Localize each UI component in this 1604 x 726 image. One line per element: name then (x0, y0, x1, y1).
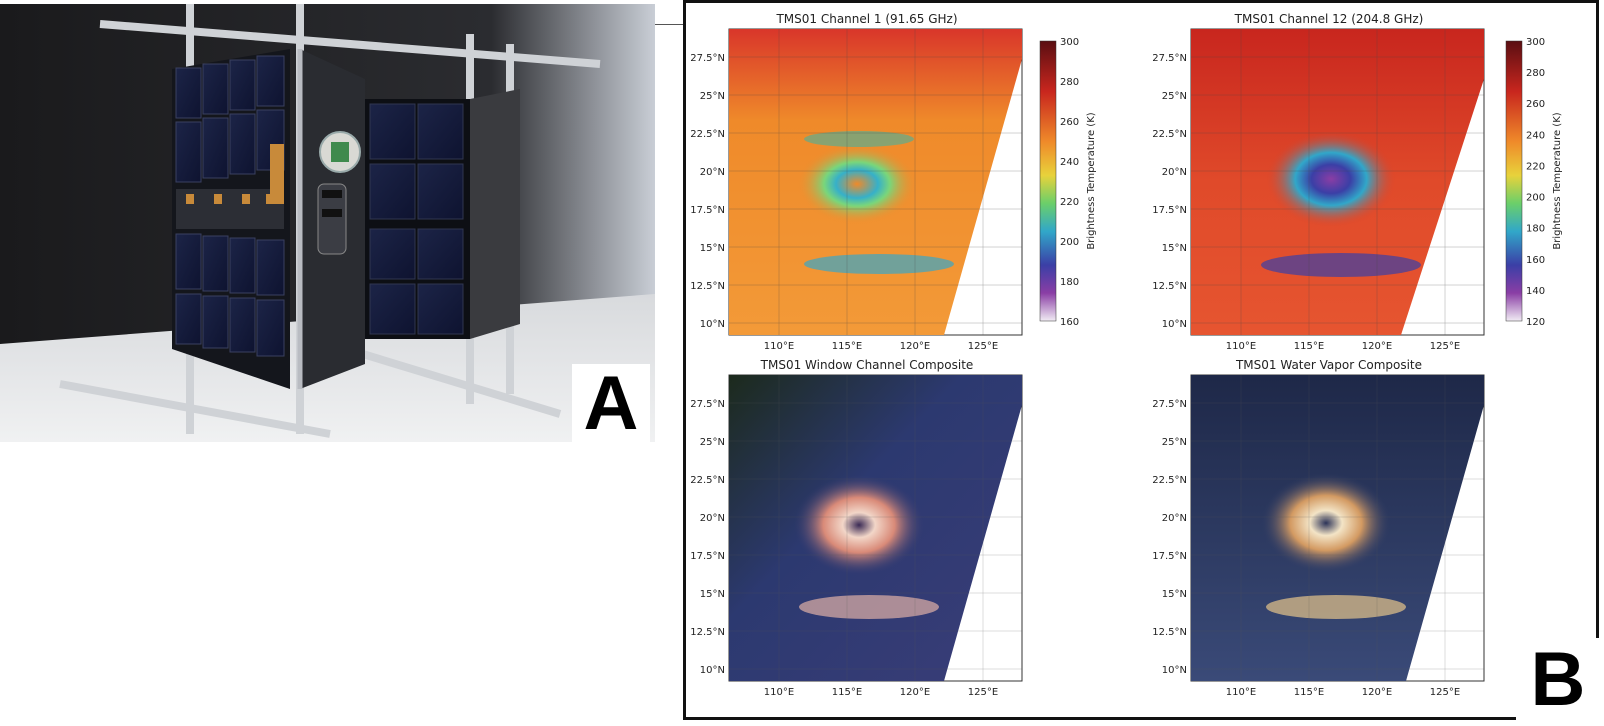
lat-tick-label: 20°N (700, 167, 725, 178)
colorbar-tick-label: 300 (1060, 37, 1079, 48)
map-panel-channel1: TMS01 Channel 1 (91.65 GHz) (728, 12, 1057, 336)
colorbar-tick-label: 120 (1526, 317, 1545, 328)
satellite-photo (0, 4, 655, 442)
colorbar-tick-label: 280 (1526, 68, 1545, 79)
lat-tick-label: 15°N (1162, 589, 1187, 600)
colorbar-tick-label: 180 (1060, 277, 1079, 288)
lat-tick-label: 10°N (1162, 665, 1187, 676)
lat-tick-label: 22.5°N (1152, 475, 1187, 486)
lat-tick-label: 15°N (1162, 243, 1187, 254)
lat-tick-label: 20°N (700, 513, 725, 524)
lon-tick-label: 110°E (764, 341, 794, 352)
lon-tick-label: 125°E (968, 341, 998, 352)
colorbar-label: Brightness Temperature (K) (1552, 112, 1563, 249)
lon-tick-label: 125°E (968, 687, 998, 698)
lat-tick-label: 12.5°N (1152, 627, 1187, 638)
colorbar-tick-label: 160 (1060, 317, 1079, 328)
panel-title: TMS01 Water Vapor Composite (1235, 358, 1422, 372)
map-panel-window-composite: TMS01 Window Channel Composite (728, 358, 1023, 682)
lat-tick-label: 15°N (700, 243, 725, 254)
lat-tick-label: 27.5°N (1152, 53, 1187, 64)
colorbar-tick-label: 220 (1060, 197, 1079, 208)
lat-tick-label: 10°N (700, 319, 725, 330)
lon-tick-label: 120°E (900, 687, 930, 698)
lon-tick-label: 110°E (1226, 341, 1256, 352)
lat-tick-label: 10°N (1162, 319, 1187, 330)
lat-tick-label: 12.5°N (1152, 281, 1187, 292)
lon-tick-label: 115°E (1294, 687, 1324, 698)
panel-title: TMS01 Window Channel Composite (760, 358, 974, 372)
lon-tick-label: 110°E (764, 687, 794, 698)
lon-tick-label: 110°E (1226, 687, 1256, 698)
colorbar-tick-label: 240 (1526, 130, 1545, 141)
map-panel-water-vapor-composite: TMS01 Water Vapor Composite (1190, 358, 1485, 682)
lon-tick-label: 120°E (900, 341, 930, 352)
lon-tick-label: 115°E (832, 687, 862, 698)
lon-tick-label: 120°E (1362, 341, 1392, 352)
colorbar-tick-label: 220 (1526, 161, 1545, 172)
lat-tick-label: 27.5°N (690, 399, 725, 410)
panel-title: TMS01 Channel 12 (204.8 GHz) (1234, 12, 1424, 26)
lat-tick-label: 12.5°N (690, 627, 725, 638)
lat-tick-label: 22.5°N (690, 129, 725, 140)
lat-tick-label: 25°N (1162, 437, 1187, 448)
lat-tick-label: 25°N (1162, 91, 1187, 102)
lat-tick-label: 27.5°N (1152, 399, 1187, 410)
colorbar-tick-label: 180 (1526, 224, 1545, 235)
lat-tick-label: 12.5°N (690, 281, 725, 292)
colorbar-tick-label: 200 (1060, 237, 1079, 248)
colorbar-tick-label: 240 (1060, 157, 1079, 168)
colorbar-tick-label: 260 (1060, 117, 1079, 128)
colorbar-tick-label: 260 (1526, 99, 1545, 110)
panel-b-figure: TMS01 Channel 1 (91.65 GHz) TMS01 Channe… (683, 0, 1599, 720)
lat-tick-label: 20°N (1162, 167, 1187, 178)
colorbar-label: Brightness Temperature (K) (1086, 112, 1097, 249)
colorbar-tick-label: 300 (1526, 37, 1545, 48)
panel-a-label: A (572, 364, 650, 444)
lat-tick-label: 10°N (700, 665, 725, 676)
lat-tick-label: 22.5°N (690, 475, 725, 486)
colorbar-tick-label: 200 (1526, 193, 1545, 204)
lat-tick-label: 27.5°N (690, 53, 725, 64)
lon-tick-label: 120°E (1362, 687, 1392, 698)
lat-tick-label: 17.5°N (1152, 551, 1187, 562)
lon-tick-label: 115°E (832, 341, 862, 352)
lon-tick-label: 125°E (1430, 341, 1460, 352)
leader-line (655, 24, 685, 25)
lat-tick-label: 25°N (700, 91, 725, 102)
lon-tick-label: 115°E (1294, 341, 1324, 352)
lat-tick-label: 20°N (1162, 513, 1187, 524)
lat-tick-label: 17.5°N (690, 205, 725, 216)
lon-tick-label: 125°E (1430, 687, 1460, 698)
lat-tick-label: 17.5°N (690, 551, 725, 562)
panel-title: TMS01 Channel 1 (91.65 GHz) (775, 12, 957, 26)
lat-tick-label: 15°N (700, 589, 725, 600)
lat-tick-label: 22.5°N (1152, 129, 1187, 140)
lat-tick-label: 25°N (700, 437, 725, 448)
colorbar-tick-label: 140 (1526, 286, 1545, 297)
map-panel-channel12: TMS01 Channel 12 (204.8 GHz) (1190, 12, 1523, 336)
panel-b-label: B (1516, 638, 1600, 722)
colorbar-tick-label: 280 (1060, 77, 1079, 88)
lat-tick-label: 17.5°N (1152, 205, 1187, 216)
colorbar-tick-label: 160 (1526, 255, 1545, 266)
